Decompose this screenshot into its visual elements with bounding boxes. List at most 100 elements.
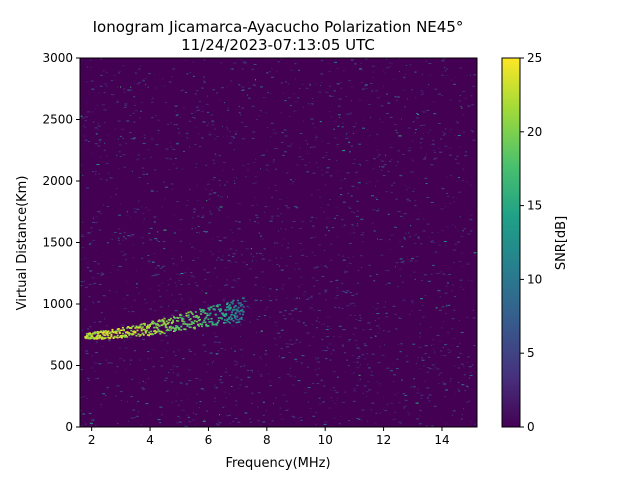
noise-speck [414,71,417,73]
noise-speck [365,87,368,89]
noise-speck [383,85,384,87]
noise-speck [337,125,340,127]
noise-speck [163,85,166,87]
noise-speck [317,361,321,363]
noise-speck [288,97,291,99]
noise-speck [469,214,473,216]
trace-point [161,331,164,334]
trace-point [187,316,190,318]
noise-speck [323,265,327,267]
noise-speck [204,350,207,352]
noise-speck [336,236,338,238]
trace-point [123,328,125,331]
noise-speck [109,290,111,292]
noise-speck [452,410,456,412]
noise-speck [175,124,178,126]
noise-speck [154,114,157,116]
noise-speck [228,393,230,395]
noise-speck [291,318,294,320]
noise-speck [89,270,93,272]
noise-speck [407,411,410,413]
noise-speck [438,374,440,376]
noise-speck [356,357,360,359]
noise-speck [256,217,259,219]
noise-speck [188,268,190,269]
noise-speck [315,320,318,322]
noise-speck [170,122,172,124]
noise-speck [371,195,374,197]
noise-speck [167,123,169,125]
noise-speck [283,129,287,131]
noise-speck [87,267,89,269]
noise-speck [450,350,452,352]
noise-speck [212,397,214,399]
noise-speck [307,387,311,389]
noise-speck [446,332,450,334]
noise-speck [100,272,104,274]
noise-speck [413,385,416,387]
noise-speck [294,263,298,264]
noise-speck [325,155,328,157]
noise-speck [273,338,276,339]
noise-speck [412,160,414,162]
noise-speck [445,274,448,276]
noise-speck [390,402,394,404]
noise-speck [258,316,261,317]
trace-point [96,335,99,337]
noise-speck [328,70,332,72]
noise-speck [370,337,373,339]
noise-speck [126,211,128,213]
noise-speck [328,407,331,409]
noise-speck [256,261,258,262]
noise-speck [435,307,438,309]
noise-speck [271,68,273,70]
noise-speck [132,138,136,140]
trace-point [194,311,197,313]
noise-speck [202,121,206,123]
trace-point [115,330,118,332]
noise-speck [106,72,108,73]
noise-speck [213,177,216,179]
noise-speck [289,179,292,181]
noise-speck [281,221,283,223]
noise-speck [419,125,422,127]
noise-speck [157,328,160,329]
noise-speck [457,388,460,390]
noise-speck [337,206,339,208]
noise-speck [218,379,222,381]
trace-point [233,306,236,308]
noise-speck [303,291,307,293]
noise-speck [307,162,311,163]
noise-speck [299,341,301,343]
noise-speck [230,136,234,137]
noise-speck [271,58,273,60]
noise-speck [222,126,223,128]
trace-point [107,336,110,339]
noise-speck [106,242,109,244]
trace-point [236,309,239,312]
trace-point [223,313,226,316]
noise-speck [341,282,343,284]
noise-speck [217,420,219,422]
noise-speck [310,216,314,218]
noise-speck [137,411,139,413]
trace-point [89,332,92,334]
noise-speck [417,236,420,238]
trace-point [130,329,133,332]
noise-speck [132,112,135,114]
noise-speck [111,265,115,266]
noise-speck [399,423,402,425]
noise-speck [131,311,135,313]
noise-speck [196,90,199,92]
noise-speck [284,81,287,83]
noise-speck [139,117,141,119]
noise-speck [304,164,307,166]
noise-speck [326,346,329,348]
noise-speck [107,362,111,364]
trace-point [176,316,179,319]
trace-point [210,306,213,308]
trace-point [180,314,183,317]
noise-speck [261,154,265,156]
noise-speck [111,217,113,219]
noise-speck [351,294,355,296]
